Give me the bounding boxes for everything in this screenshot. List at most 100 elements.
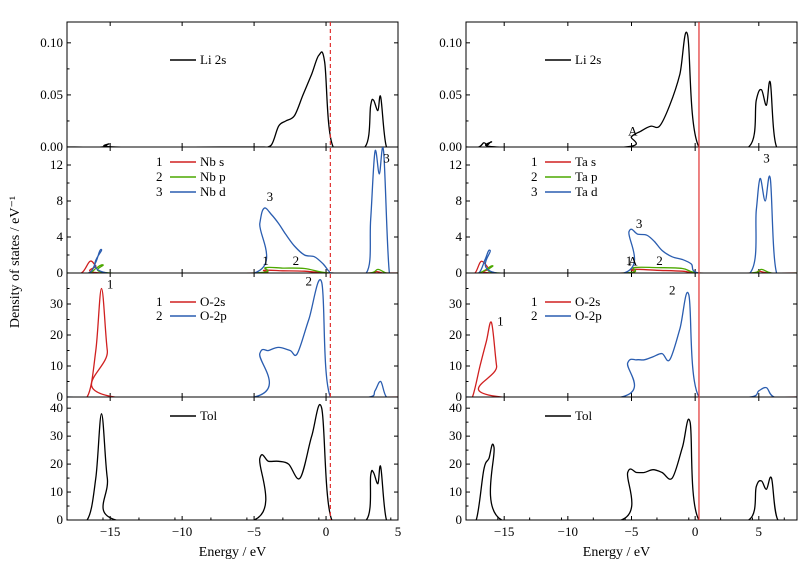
y-tick-label: 20 xyxy=(50,456,63,471)
legend-entry: 2 O-2p xyxy=(531,308,602,323)
y-tick-label: 12 xyxy=(50,157,63,172)
legend-entry: 3 Nb d xyxy=(156,184,226,199)
y-tick-label: 12 xyxy=(449,157,462,172)
y-tick-label: 30 xyxy=(50,296,63,311)
peak-label: 2 xyxy=(306,273,313,288)
series-line-nb-d xyxy=(67,147,398,273)
legend-entry: 1 Ta s xyxy=(531,154,596,169)
y-tick-label: 0 xyxy=(57,389,64,404)
panel-4: 0 10 20 30 40 Tol xyxy=(50,396,399,527)
peak-label: 1 xyxy=(497,314,504,329)
legend-entry: Li 2s xyxy=(545,52,601,67)
y-tick-label: 10 xyxy=(50,484,63,499)
series-line-tol xyxy=(466,418,797,520)
legend-entry: Tol xyxy=(545,408,593,423)
legend-label: O-2p xyxy=(575,308,602,323)
x-tick-label: 0 xyxy=(323,524,330,539)
series-line-nb-p xyxy=(67,264,398,273)
peak-label: A xyxy=(628,253,638,268)
y-tick-label: 30 xyxy=(50,428,63,443)
series-line-o-2p xyxy=(466,291,797,397)
peak-label: 1 xyxy=(626,253,633,268)
legend-label: Tol xyxy=(200,408,218,423)
legend-label: O-2p xyxy=(200,308,227,323)
legend-label: Nb p xyxy=(200,169,226,184)
series-line-li-2s xyxy=(466,31,797,147)
y-tick-label: 20 xyxy=(449,456,462,471)
legend-entry: 1 O-2s xyxy=(531,294,600,309)
legend-number: 2 xyxy=(156,169,163,184)
legend-label: Ta p xyxy=(575,169,598,184)
y-tick-label: 0.00 xyxy=(439,139,462,154)
panel-1: 0.00 0.05 0.10 Li 2s xyxy=(439,21,798,154)
x-tick-label: −10 xyxy=(558,524,578,539)
x-tick-label: −5 xyxy=(247,524,261,539)
panel-frame xyxy=(66,396,399,521)
legend-number: 3 xyxy=(531,184,538,199)
legend-label: Li 2s xyxy=(200,52,226,67)
panel-frame xyxy=(66,146,399,274)
legend-label: Ta d xyxy=(575,184,598,199)
legend-label: O-2s xyxy=(575,294,600,309)
legend-label: Nb d xyxy=(200,184,226,199)
y-tick-label: 10 xyxy=(449,358,462,373)
panel-frame xyxy=(465,272,798,398)
series-line-li-2s xyxy=(67,51,398,147)
y-tick-label: 30 xyxy=(449,428,462,443)
legend-entry: 2 O-2p xyxy=(156,308,227,323)
peak-label: 2 xyxy=(656,253,663,268)
panel-4: 0 10 20 30 40 Tol xyxy=(449,396,798,527)
legend-label: O-2s xyxy=(200,294,225,309)
y-tick-label: 0.05 xyxy=(40,87,63,102)
y-tick-label: 30 xyxy=(449,296,462,311)
legend-label: Tol xyxy=(575,408,593,423)
peak-label: 3 xyxy=(267,189,274,204)
peak-label: 1 xyxy=(262,253,269,268)
x-axis-label: Energy / eV xyxy=(199,545,266,560)
y-tick-label: 0 xyxy=(456,512,463,527)
legend-number: 1 xyxy=(156,154,163,169)
peak-label: 3 xyxy=(763,150,770,165)
legend-entry: 3 Ta d xyxy=(531,184,598,199)
y-tick-label: 4 xyxy=(456,229,463,244)
legend-label: Li 2s xyxy=(575,52,601,67)
y-tick-label: 20 xyxy=(50,327,63,342)
y-tick-label: 40 xyxy=(449,400,462,415)
legend-entry: Tol xyxy=(170,408,218,423)
peak-label: 2 xyxy=(293,253,300,268)
peak-label: 2 xyxy=(669,283,676,298)
series-line-o-2s xyxy=(466,321,797,397)
x-tick-label: −10 xyxy=(172,524,192,539)
y-tick-label: 0.05 xyxy=(439,87,462,102)
legend-entry: Li 2s xyxy=(170,52,226,67)
panel-1: 0.00 0.05 0.10 Li 2s xyxy=(40,21,399,154)
y-tick-label: 4 xyxy=(57,229,64,244)
y-axis-label: Density of states / eV⁻¹ xyxy=(8,196,23,328)
legend-number: 3 xyxy=(156,184,163,199)
x-tick-label: 5 xyxy=(395,524,402,539)
x-axis-label: Energy / eV xyxy=(583,545,650,560)
series-line-nb-s xyxy=(67,260,398,273)
peak-label: A xyxy=(628,123,638,138)
y-tick-label: 10 xyxy=(449,484,462,499)
panel-frame xyxy=(66,272,399,398)
y-tick-label: 0.10 xyxy=(40,35,63,50)
legend-number: 2 xyxy=(531,308,538,323)
panel-frame xyxy=(66,21,399,148)
y-tick-label: 40 xyxy=(50,400,63,415)
legend-number: 1 xyxy=(156,294,163,309)
x-tick-label: −15 xyxy=(494,524,514,539)
series-line-o-2s xyxy=(67,287,398,397)
legend-label: Nb s xyxy=(200,154,224,169)
legend-entry: 2 Nb p xyxy=(156,169,226,184)
y-tick-label: 0 xyxy=(456,389,463,404)
legend-entry: 1 Nb s xyxy=(156,154,224,169)
y-tick-label: 8 xyxy=(57,193,64,208)
y-tick-label: 0.10 xyxy=(439,35,462,50)
